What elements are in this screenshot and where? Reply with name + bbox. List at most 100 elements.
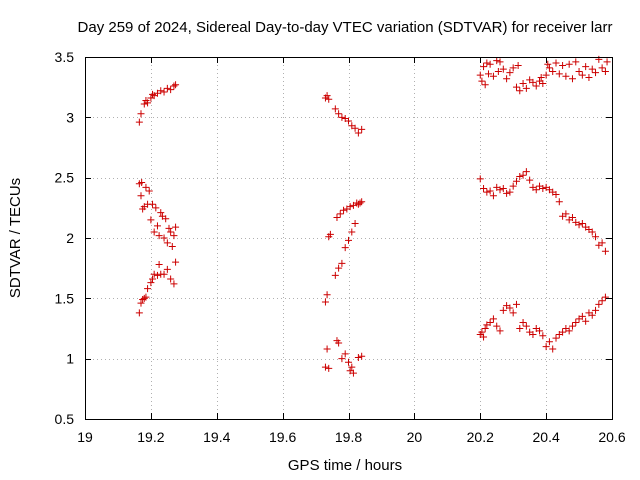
data-point — [358, 198, 366, 206]
data-point — [532, 186, 540, 194]
data-point — [137, 192, 145, 200]
y-tick-label: 3.5 — [55, 49, 75, 65]
data-point — [321, 363, 329, 371]
series-cluster-2-top — [321, 92, 366, 137]
ticks — [85, 57, 613, 420]
data-point — [592, 69, 600, 77]
data-point — [598, 64, 606, 72]
x-tick-label: 20 — [407, 429, 423, 445]
data-point — [149, 90, 157, 98]
data-point — [140, 294, 148, 302]
data-point — [172, 81, 180, 89]
data-point — [559, 61, 567, 69]
data-point — [522, 168, 530, 176]
x-tick-label: 20.6 — [598, 429, 625, 445]
data-point — [496, 327, 504, 335]
y-tick-label: 2.5 — [55, 170, 75, 186]
data-point — [160, 234, 168, 242]
series-cluster-3-low — [476, 293, 609, 353]
data-point — [323, 92, 331, 100]
data-point — [519, 80, 527, 88]
data-point — [144, 99, 152, 107]
data-point — [481, 81, 489, 89]
data-point — [172, 258, 180, 266]
data-point — [155, 232, 163, 240]
data-point — [167, 228, 175, 236]
data-point — [142, 183, 150, 191]
data-point — [358, 352, 366, 360]
data-point — [483, 188, 491, 196]
data-point — [157, 87, 165, 95]
data-point — [163, 84, 171, 92]
data-point — [172, 223, 180, 231]
data-point — [160, 270, 168, 278]
x-tick-label: 20.4 — [533, 429, 560, 445]
data-point — [345, 358, 352, 366]
data-point — [480, 185, 488, 193]
data-point — [506, 188, 514, 196]
data-point — [545, 64, 553, 72]
data-point — [138, 178, 146, 186]
data-point — [333, 213, 341, 221]
data-point — [598, 297, 606, 305]
data-point — [512, 177, 520, 185]
data-point — [601, 293, 609, 301]
data-point — [568, 75, 576, 83]
data-point — [145, 187, 153, 195]
data-point — [351, 124, 359, 132]
data-point — [496, 58, 504, 66]
data-point — [578, 312, 586, 320]
data-point — [519, 171, 527, 179]
data-point — [163, 239, 171, 247]
data-point — [503, 75, 511, 83]
data-point — [345, 236, 352, 244]
data-point — [493, 57, 501, 65]
data-point — [354, 353, 362, 361]
data-point — [559, 328, 567, 336]
data-point — [549, 345, 557, 353]
data-point — [499, 306, 507, 314]
data-point — [516, 172, 524, 180]
data-point — [331, 271, 339, 279]
data-point — [565, 327, 573, 335]
x-tick-label: 19.2 — [137, 429, 164, 445]
data-point — [592, 233, 600, 241]
data-point — [321, 298, 329, 306]
data-point — [555, 70, 563, 78]
data-point — [486, 318, 494, 326]
grid — [85, 57, 612, 419]
data-point — [351, 220, 359, 228]
data-point — [562, 210, 570, 218]
series-cluster-1-top — [135, 81, 180, 126]
data-point — [167, 86, 175, 94]
y-tick-label: 0.5 — [55, 411, 75, 427]
data-point — [142, 293, 150, 301]
data-point — [544, 60, 552, 68]
data-point — [338, 355, 346, 363]
data-point — [496, 186, 504, 194]
y-tick-label: 1.5 — [55, 290, 75, 306]
data-point — [542, 343, 550, 351]
data-point — [592, 306, 600, 314]
series-cluster-1-mid — [135, 178, 180, 250]
data-point — [514, 61, 522, 69]
data-point — [153, 222, 161, 230]
data-point — [478, 328, 486, 336]
data-point — [478, 77, 486, 85]
data-point — [522, 84, 530, 92]
x-tick-labels: 19 19.2 19.4 19.6 19.8 20 20.2 20.4 20.6 — [77, 429, 626, 445]
data-point — [542, 71, 550, 79]
y-axis-title: SDTVAR / TECUs — [7, 178, 24, 298]
data-point — [601, 67, 609, 75]
data-point — [486, 187, 494, 195]
data-point — [575, 67, 583, 75]
y-tick-label: 2 — [66, 230, 74, 246]
data-point — [165, 224, 173, 232]
data-point — [536, 327, 544, 335]
data-point — [144, 285, 152, 293]
data-point — [155, 261, 163, 269]
data-point — [137, 299, 145, 307]
data-point — [354, 129, 362, 137]
series-cluster-2-mid — [321, 198, 366, 306]
data-point — [150, 270, 158, 278]
